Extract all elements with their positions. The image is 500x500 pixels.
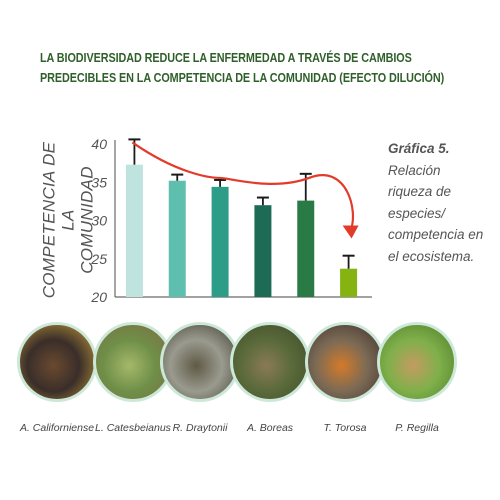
y-tick-label: 25 xyxy=(90,251,107,267)
chart-title: LA BIODIVERSIDAD REDUCE LA ENFERMEDAD A … xyxy=(40,48,445,88)
species-label: R. Draytonii xyxy=(172,422,228,434)
y-tick-label: 20 xyxy=(90,289,107,305)
caption-line-4: competencia en xyxy=(388,227,484,242)
species-label: L. Catesbeianus xyxy=(95,422,171,434)
title-line-1: LA BIODIVERSIDAD REDUCE LA ENFERMEDAD A … xyxy=(40,51,412,65)
species-label: P. Regilla xyxy=(395,422,439,434)
trend-arrow-head xyxy=(342,225,359,239)
caption-title: Gráfica 5. xyxy=(388,141,450,156)
caption-line-2: riqueza de xyxy=(388,184,452,199)
species-photo xyxy=(160,322,240,402)
bar xyxy=(254,205,272,297)
bar xyxy=(125,164,143,297)
chart-caption: Gráfica 5. Relación riqueza de especies/… xyxy=(388,138,488,267)
title-line-2: PREDECIBLES EN LA COMPETENCIA DE LA COMU… xyxy=(40,71,445,85)
species-photo xyxy=(17,322,97,402)
y-tick-label: 40 xyxy=(91,136,107,152)
trend-arrow xyxy=(131,141,355,231)
bar xyxy=(211,186,229,297)
species-label: T. Torosa xyxy=(323,422,367,434)
bar xyxy=(168,180,186,297)
species-photo xyxy=(230,322,310,402)
species-photo xyxy=(305,322,385,402)
species-photo xyxy=(377,322,457,402)
caption-line-3: especies/ xyxy=(388,205,446,221)
bar xyxy=(297,200,315,297)
species-label: A. Boreas xyxy=(246,422,294,434)
caption-line-1: Relación xyxy=(388,162,441,178)
bar xyxy=(340,268,358,297)
y-tick-label: 35 xyxy=(91,174,107,190)
caption-line-5: el ecosistema. xyxy=(388,248,475,264)
species-label: A. Californiense xyxy=(19,422,95,434)
y-tick-label: 30 xyxy=(91,213,107,229)
species-photo xyxy=(93,322,173,402)
